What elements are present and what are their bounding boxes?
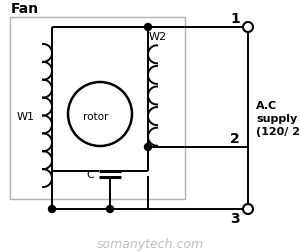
Circle shape: [243, 204, 253, 214]
Circle shape: [145, 24, 152, 32]
Text: 2: 2: [230, 132, 240, 145]
Text: W1: W1: [17, 111, 35, 121]
Text: A.C
supply
(120/ 230V): A.C supply (120/ 230V): [256, 100, 300, 137]
Circle shape: [49, 206, 56, 213]
Text: somanytech.com: somanytech.com: [96, 238, 204, 250]
Text: Fan: Fan: [11, 2, 39, 16]
Circle shape: [145, 144, 152, 151]
Circle shape: [106, 206, 113, 213]
Text: 1: 1: [230, 12, 240, 26]
Circle shape: [243, 23, 253, 33]
Text: 3: 3: [230, 211, 240, 225]
Text: C: C: [86, 169, 94, 179]
Circle shape: [68, 83, 132, 146]
Bar: [10, 18, 185, 199]
Text: rotor: rotor: [83, 112, 109, 121]
Text: W2: W2: [149, 32, 167, 42]
